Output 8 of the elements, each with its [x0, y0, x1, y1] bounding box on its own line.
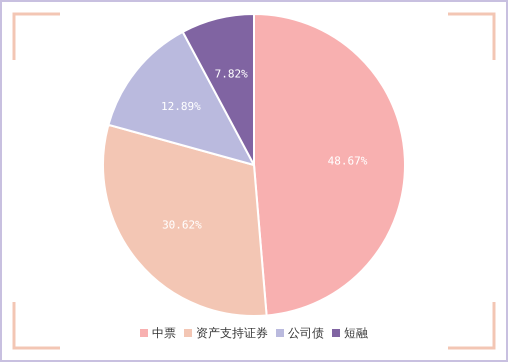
data-label: 48.67% [328, 154, 368, 168]
data-label: 12.89% [161, 100, 202, 114]
legend-label: 短融 [344, 326, 368, 340]
data-label: 30.62% [162, 218, 202, 232]
legend-label: 公司债 [288, 326, 324, 340]
data-label: 7.82% [214, 68, 248, 81]
legend-label: 中票 [152, 326, 176, 340]
legend-label: 资产支持证券 [196, 326, 268, 340]
